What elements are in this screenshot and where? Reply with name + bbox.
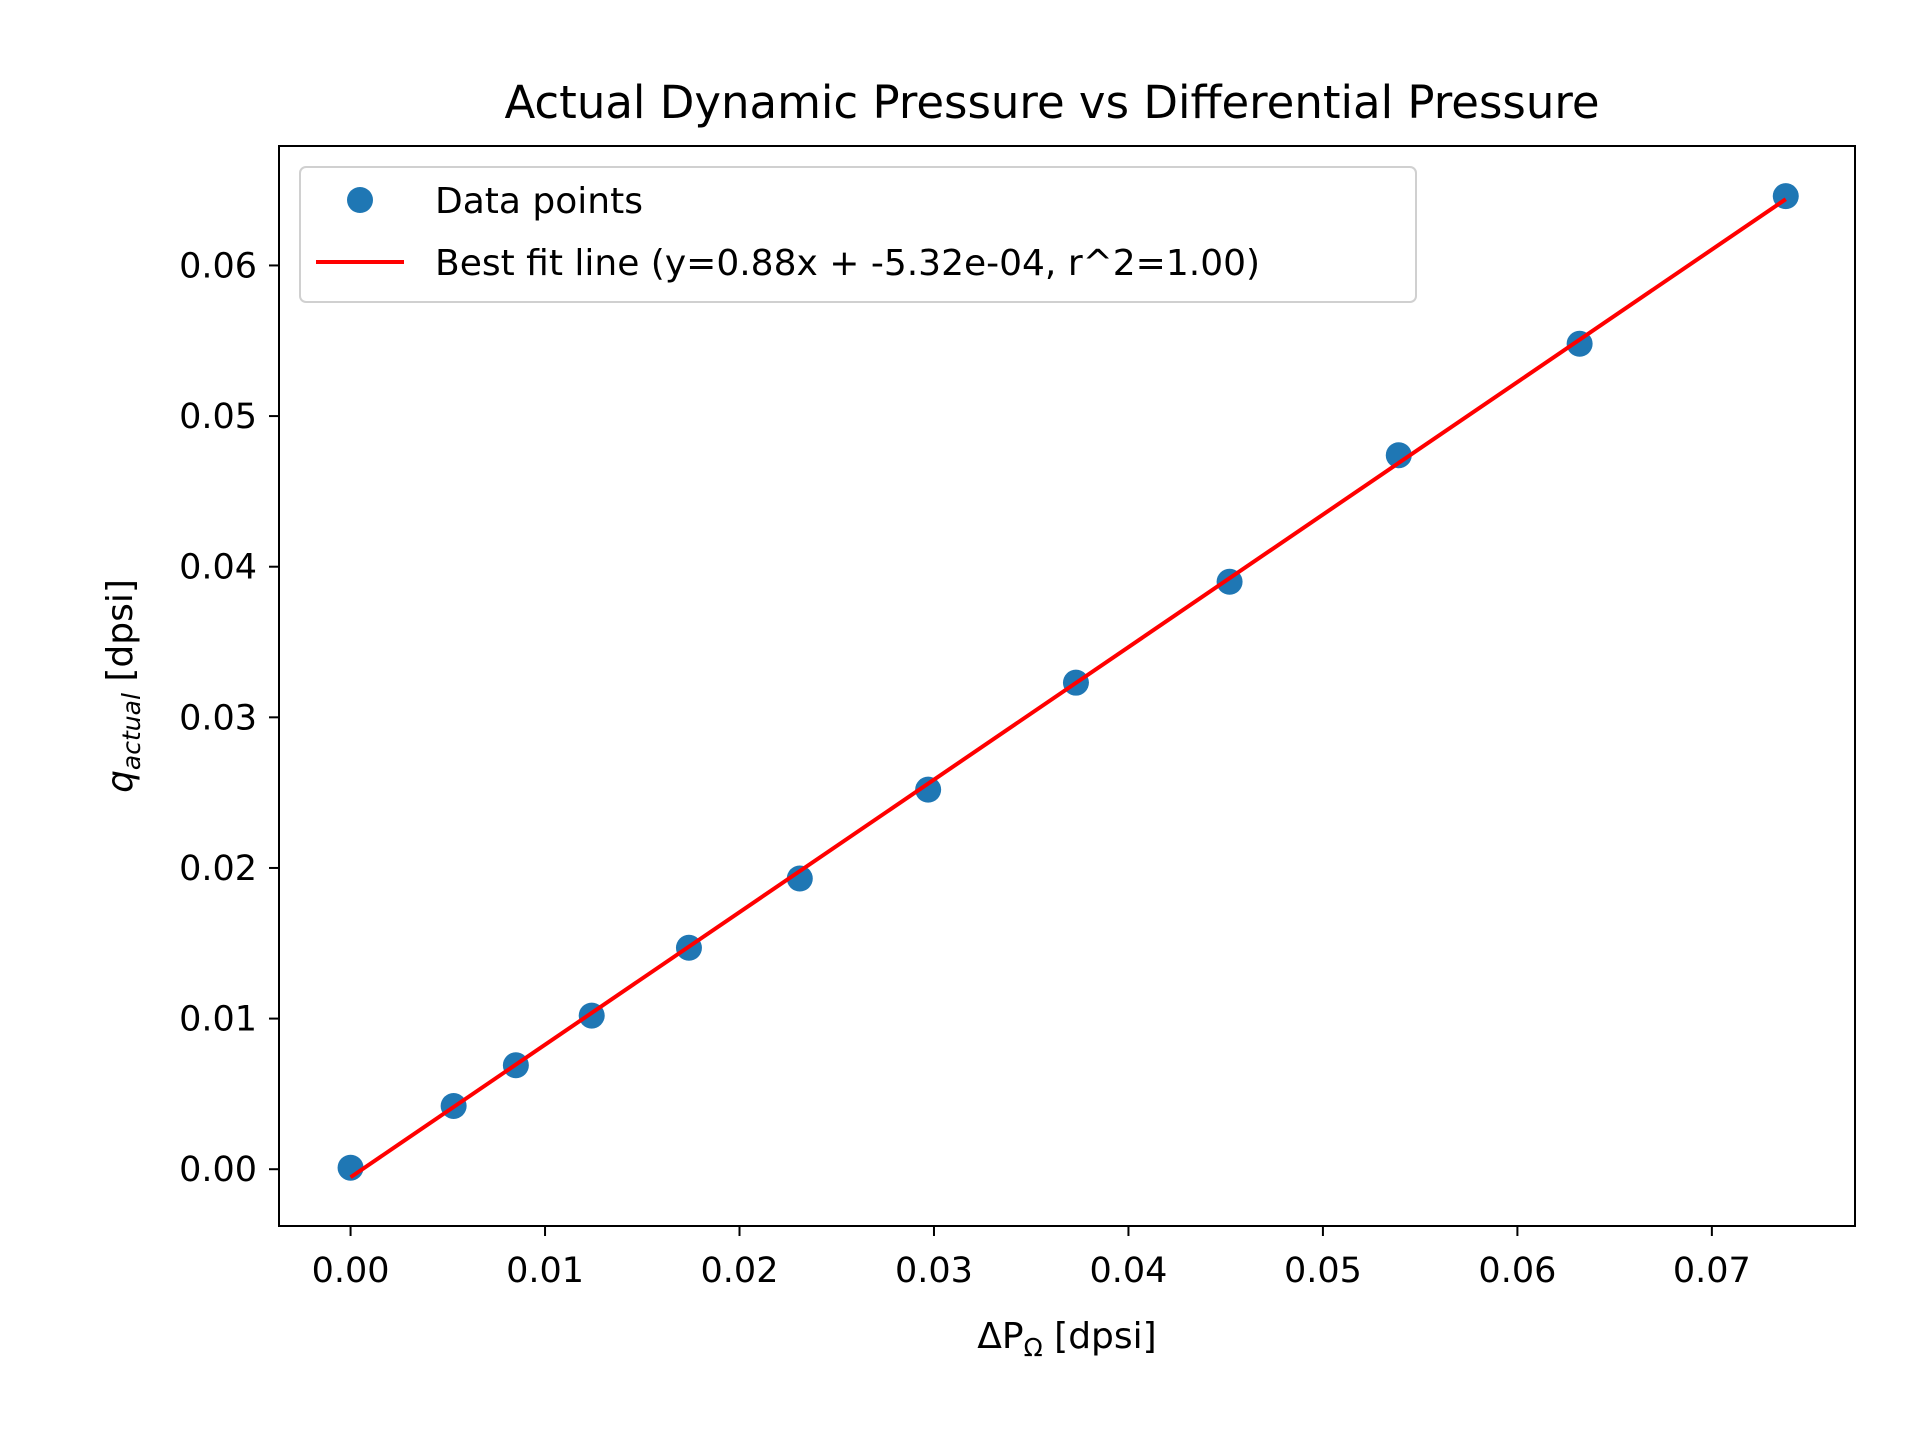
x-tick-label: 0.02 (701, 1251, 779, 1291)
x-tick-label: 0.07 (1673, 1251, 1751, 1291)
legend: Data points Best fit line (y=0.88x + -5.… (299, 166, 1417, 303)
y-tick-label: 0.04 (179, 548, 257, 588)
y-tick-label: 0.05 (179, 397, 257, 437)
x-tick-label: 0.01 (506, 1251, 584, 1291)
data-point (1385, 442, 1412, 469)
ticks: 0.00 0.01 0.02 0.03 0.04 0.05 0.06 0.07 0.00 0.01… (179, 246, 1751, 1291)
best-fit-line (349, 197, 1787, 1179)
data-point (786, 865, 813, 892)
data-point (915, 776, 942, 803)
y-tick-label: 0.01 (179, 1000, 257, 1040)
x-tick-label: 0.06 (1478, 1251, 1556, 1291)
x-tick-label: 0.04 (1089, 1251, 1167, 1291)
legend-label-data-points: Data points (435, 181, 643, 222)
y-tick-label: 0.02 (179, 849, 257, 889)
plot-series (337, 183, 1799, 1181)
y-tick-label: 0.03 (179, 698, 257, 738)
legend-label-best-fit-line: Best fit line (y=0.88x + -5.32e-04, r^2=… (435, 243, 1260, 284)
y-tick-label: 0.06 (179, 246, 257, 286)
chart-title: Actual Dynamic Pressure vs Differential … (504, 76, 1599, 129)
y-axis-label: qactual [dpsi] (100, 579, 146, 793)
x-tick-label: 0.05 (1284, 1251, 1362, 1291)
x-axis-label: ΔPΩ [dpsi] (977, 1316, 1156, 1362)
y-tick-label: 0.00 (179, 1150, 257, 1190)
legend-marker-data-points (347, 187, 373, 213)
x-tick-label: 0.00 (312, 1251, 390, 1291)
plot-frame (278, 145, 1856, 1227)
x-tick-label: 0.03 (895, 1251, 973, 1291)
legend-box (299, 166, 1417, 303)
